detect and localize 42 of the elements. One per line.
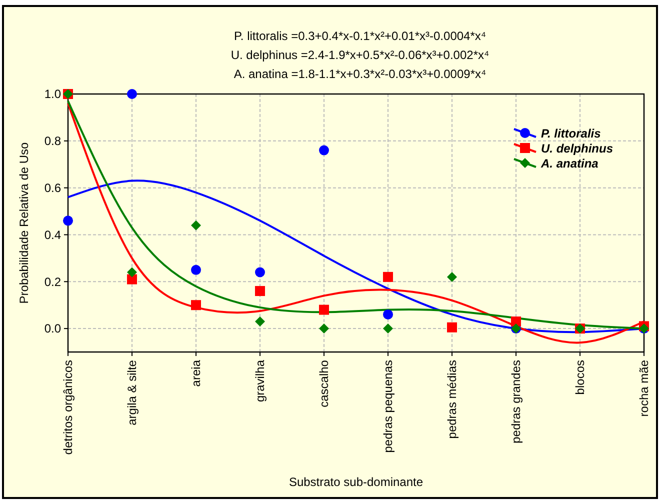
point [319,145,329,156]
point [191,220,201,230]
point [191,264,201,275]
y-tick-label: 1.0 [44,87,62,102]
point [383,309,393,320]
point [255,267,265,278]
point [383,272,393,282]
point [127,267,137,278]
point [255,286,265,296]
x-tick-label: pedras pequenas [381,360,396,453]
x-tick-label: rocha mãe [637,360,652,417]
x-tick-label: areia [189,360,204,387]
x-tick-label: blocos [573,360,588,395]
x-tick-label: cascalho [317,360,332,408]
x-tick-label: pedras grandes [509,360,524,444]
point [447,322,457,332]
point [319,304,329,315]
legend-label: A. anatina [540,156,599,171]
y-tick-label: 0.0 [44,322,62,336]
point [255,316,265,327]
point [447,272,457,282]
x-tick-label: detritos orgânicos [61,360,76,455]
y-tick-label: 0.4 [44,228,62,242]
y-tick-label: 0.2 [44,274,62,289]
legend-label: U. delphinus [541,142,614,156]
x-tick-label: gravilha [253,360,268,402]
y-axis-title: Probabilidade Relativa de Uso [17,142,31,304]
chart-title: P. littoralis =0.3+0.4*x-0.1*x²+0.01*x³-0.0004*x⁴ [234,29,486,43]
x-axis-title: Substrato sub-dominante [288,475,424,489]
point [127,274,137,284]
y-tick-label: 0.6 [44,181,62,196]
point [511,316,521,327]
point [191,300,201,310]
legend-label: P. littoralis [541,126,602,141]
x-tick-label: argila & silte [125,360,140,426]
point [63,216,73,226]
x-tick-label: pedras médias [445,360,460,439]
y-tick-label: 0.8 [44,134,62,148]
chart-subtitle: U. delphinus =2.4-1.9*x+0.5*x²-0.06*x³+0.002*x⁴ A. anatina =1.8-1.1*x+0.3*x²-0.03*x³+0.0009*x⁴ [230,48,490,81]
point [127,89,137,99]
point [383,324,393,334]
point [319,324,329,334]
